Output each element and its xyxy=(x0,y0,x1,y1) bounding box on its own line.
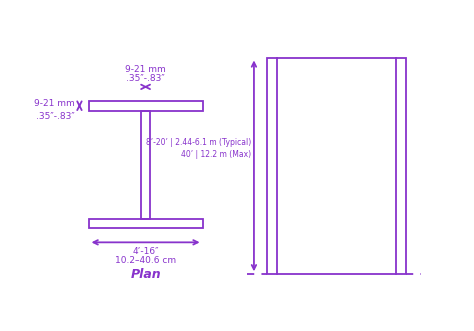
Bar xyxy=(89,101,202,111)
Text: 8’-20’ | 2.44-6.1 m (Typical): 8’-20’ | 2.44-6.1 m (Typical) xyxy=(146,138,251,147)
Text: .35″-.83″: .35″-.83″ xyxy=(36,112,75,121)
Bar xyxy=(267,58,406,274)
Text: 10.2–40.6 cm: 10.2–40.6 cm xyxy=(115,256,176,265)
Bar xyxy=(89,219,202,228)
Bar xyxy=(141,111,150,219)
Text: Plan: Plan xyxy=(130,268,161,281)
Text: 9-21 mm: 9-21 mm xyxy=(125,65,166,74)
Text: 40’ | 12.2 m (Max): 40’ | 12.2 m (Max) xyxy=(181,150,251,159)
Text: 4’-16″: 4’-16″ xyxy=(132,247,159,256)
Text: 9-21 mm: 9-21 mm xyxy=(34,99,75,108)
Text: .35″-.83″: .35″-.83″ xyxy=(126,74,165,83)
